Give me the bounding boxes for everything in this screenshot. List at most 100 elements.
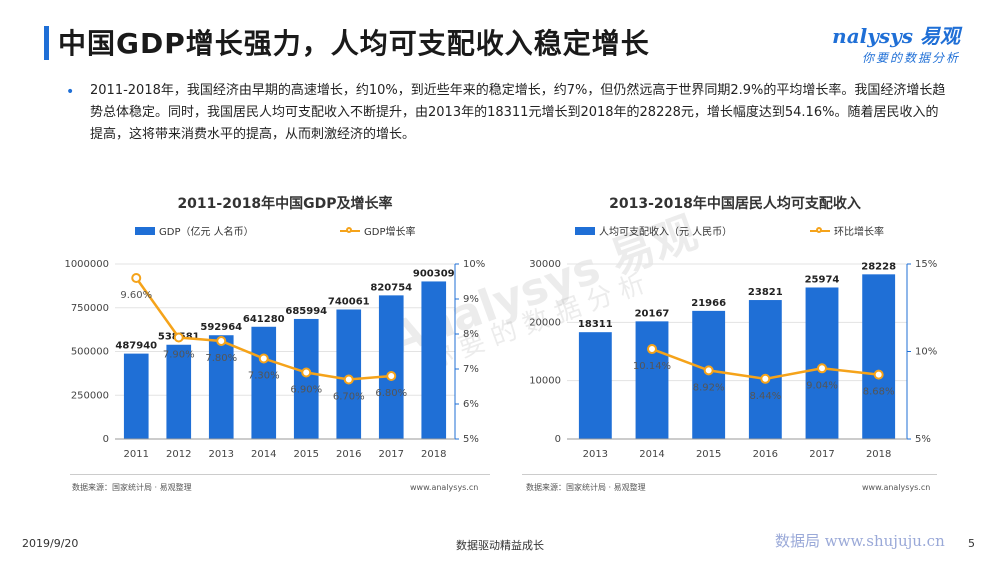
- income-legend-line: 环比增长率: [810, 223, 884, 238]
- bar: [336, 309, 362, 439]
- income-divider: [522, 474, 937, 475]
- income-chart-title: 2013-2018年中国居民人均可支配收入: [609, 196, 861, 212]
- growth-label: 8.92%: [693, 382, 725, 393]
- gdp-chart: 0 250000 500000 750000 1000000 5% 6% 7% 8% 9% 10% 4…: [64, 259, 485, 460]
- bar-value-label: 25974: [805, 274, 840, 285]
- growth-point: [873, 369, 884, 380]
- legend-bar-swatch: [575, 226, 595, 235]
- page-title: 中国GDP增长强力，人均可支配收入稳定增长: [58, 27, 650, 60]
- growth-label: 10.14%: [633, 361, 671, 372]
- x-tick-label: 2014: [251, 449, 276, 460]
- growth-label: 9.04%: [806, 380, 838, 391]
- y-right-tick-label: 8%: [463, 329, 479, 340]
- gdp-site: www.analysys.cn: [410, 483, 479, 492]
- bar-value-label: 23821: [748, 287, 783, 298]
- income-legend-line-label: 环比增长率: [834, 227, 884, 238]
- growth-label: 7.80%: [205, 353, 237, 364]
- bar-value-label: 487940: [115, 341, 157, 352]
- bar: [251, 326, 277, 439]
- gdp-legend-line-label: GDP增长率: [364, 227, 416, 238]
- x-tick-label: 2017: [809, 449, 834, 460]
- bar: [805, 287, 839, 439]
- growth-point: [258, 353, 269, 364]
- bar: [208, 335, 234, 439]
- y-right-tick-label: 6%: [463, 399, 479, 410]
- growth-label: 9.60%: [120, 290, 152, 301]
- bar: [748, 300, 782, 439]
- x-tick-label: 2015: [696, 449, 721, 460]
- bar-value-label: 641280: [243, 314, 285, 325]
- bar: [635, 321, 669, 439]
- y-left-tick-label: 10000: [529, 376, 561, 387]
- footer-watermark: 数据局 www.shujuju.cn: [775, 532, 945, 550]
- income-source: 数据来源：国家统计局 · 易观整理: [526, 483, 646, 492]
- footer-slogan: 数据驱动精益成长: [456, 539, 544, 552]
- bar-value-label: 820754: [370, 282, 412, 293]
- growth-point: [131, 273, 142, 283]
- y-right-tick-label: 15%: [915, 259, 937, 270]
- x-tick-label: 2011: [124, 449, 149, 460]
- gdp-legend-bar: GDP（亿元 人名币）: [135, 223, 254, 238]
- x-tick-label: 2015: [294, 449, 319, 460]
- footer-date: 2019/9/20: [22, 537, 79, 550]
- y-left-tick-label: 0: [555, 434, 561, 445]
- bar-value-label: 28228: [861, 261, 896, 272]
- income-legend-bar-label: 人均可支配收入（元 人民币）: [599, 227, 733, 238]
- bar: [378, 295, 404, 439]
- growth-point: [760, 373, 771, 384]
- income-site: www.analysys.cn: [862, 483, 931, 492]
- intro-paragraph: 2011-2018年，我国经济由早期的高速增长，约10%，到近些年来的稳定增长，…: [90, 83, 946, 142]
- y-left-tick-label: 30000: [529, 259, 561, 270]
- x-tick-label: 2012: [166, 449, 191, 460]
- income-chart: 0 10000 20000 30000 5% 10% 15% 18311 20167 21966 2…: [529, 259, 937, 460]
- y-left-tick-label: 250000: [71, 390, 109, 401]
- y-left-tick-label: 20000: [529, 317, 561, 328]
- y-left-tick-label: 1000000: [64, 259, 109, 270]
- y-right-tick-label: 5%: [463, 434, 479, 445]
- bar: [862, 274, 896, 439]
- legend-line-swatch: [340, 226, 360, 233]
- gdp-legend-line: GDP增长率: [340, 223, 415, 238]
- logo-main-text: nalysys 易观: [832, 24, 960, 48]
- bar-value-label: 592964: [200, 322, 242, 333]
- gdp-legend-bar-label: GDP（亿元 人名币）: [159, 227, 254, 238]
- x-tick-label: 2016: [336, 449, 361, 460]
- y-left-tick-label: 750000: [71, 303, 109, 314]
- title-accent-bar: [44, 26, 49, 60]
- growth-point: [703, 365, 714, 376]
- analysys-logo: nalysys 易观 你要的数据分析: [832, 20, 960, 66]
- x-tick-label: 2017: [379, 449, 404, 460]
- growth-label: 8.68%: [863, 387, 895, 398]
- bar-value-label: 740061: [328, 296, 370, 307]
- growth-label: 7.90%: [163, 350, 195, 361]
- bar: [421, 281, 447, 439]
- bar: [578, 332, 612, 439]
- y-right-tick-label: 5%: [915, 434, 931, 445]
- growth-point: [216, 336, 227, 346]
- growth-label: 6.70%: [333, 392, 365, 403]
- y-right-tick-label: 10%: [915, 347, 937, 358]
- x-tick-label: 2013: [583, 449, 608, 460]
- x-tick-label: 2013: [209, 449, 234, 460]
- bar: [123, 353, 149, 439]
- logo-sub-text: 你要的数据分析: [861, 51, 960, 65]
- legend-bar-swatch: [135, 226, 155, 235]
- gdp-chart-title: 2011-2018年中国GDP及增长率: [177, 196, 393, 212]
- bar: [293, 318, 319, 439]
- growth-point: [343, 374, 354, 385]
- bullet-icon: •: [66, 84, 75, 100]
- y-right-tick-label: 7%: [463, 364, 479, 375]
- growth-label: 7.30%: [248, 371, 280, 382]
- x-tick-label: 2018: [421, 449, 446, 460]
- growth-label: 6.80%: [375, 388, 407, 399]
- x-tick-label: 2014: [639, 449, 664, 460]
- bar-value-label: 685994: [285, 306, 327, 317]
- bar-value-label: 21966: [691, 298, 726, 309]
- y-right-tick-label: 9%: [463, 294, 479, 305]
- y-right-tick-label: 10%: [463, 259, 485, 270]
- growth-point: [301, 367, 312, 378]
- y-left-tick-label: 500000: [71, 347, 109, 358]
- bar-value-label: 900309: [413, 268, 455, 279]
- growth-label: 8.44%: [749, 391, 781, 402]
- income-legend-bar: 人均可支配收入（元 人民币）: [575, 223, 732, 238]
